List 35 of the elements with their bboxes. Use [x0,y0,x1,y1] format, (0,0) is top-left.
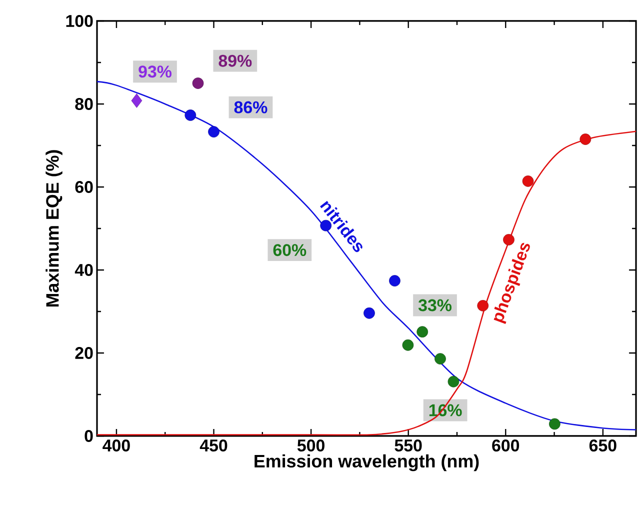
x-tick-label: 400 [102,440,130,452]
point [548,418,560,430]
y-tick-label: 20 [75,346,93,359]
point [184,110,196,121]
point [402,339,414,351]
x-tick-label: 550 [394,440,422,452]
annotation: 89% [218,54,252,67]
point [131,93,142,108]
annotation: 33% [418,299,452,312]
x-tick-label: 600 [492,440,520,452]
point [477,300,489,312]
line-series [97,80,636,430]
point [434,353,446,364]
x-axis-title: Emission wavelength (nm) [254,454,479,472]
point [522,175,534,187]
point [448,376,460,388]
point [192,78,204,89]
y-tick-label: 100 [66,14,93,27]
point [416,326,428,338]
point [580,134,592,145]
line-series [97,130,636,436]
point [364,307,375,319]
y-tick-label: 0 [84,430,93,442]
annotation: 60% [273,244,306,256]
y-tick-label: 60 [75,180,93,193]
y-tick-label: 40 [74,264,93,276]
point [208,126,220,138]
x-tick-label: 650 [589,440,616,452]
y-tick-label: 80 [75,98,93,110]
x-tick-label: 500 [297,440,324,452]
y-axis-title: Maximum EQE (%) [46,150,62,306]
x-tick-label: 450 [200,440,228,452]
annotation: 86% [234,101,268,114]
point [389,275,400,286]
annotation: 93% [138,66,172,78]
